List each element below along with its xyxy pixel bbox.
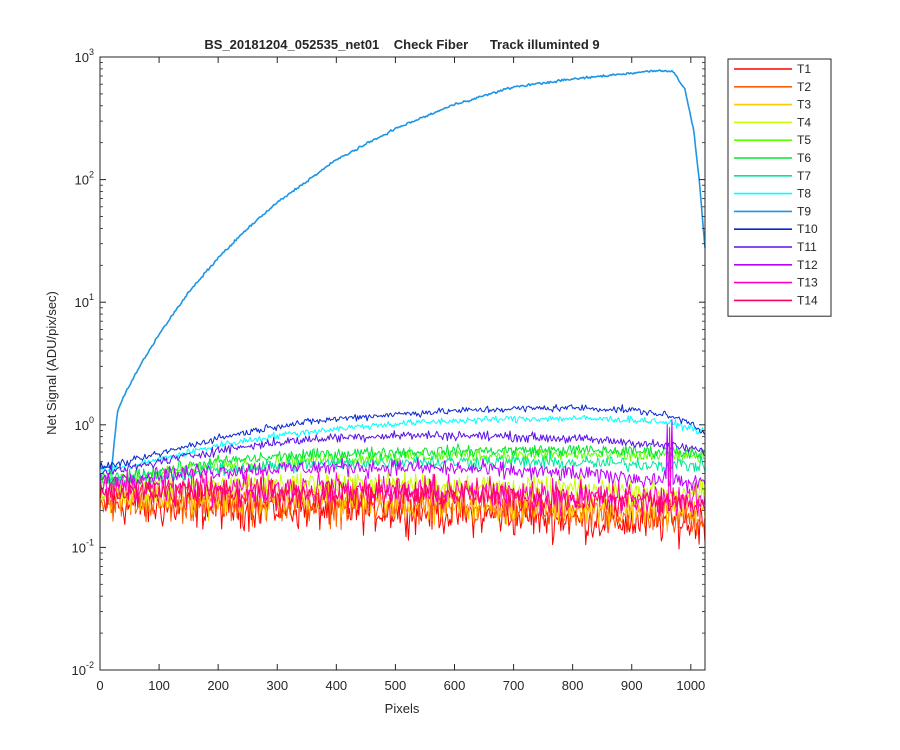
- y-tick-label: 100: [75, 415, 94, 433]
- y-tick-label: 102: [75, 170, 94, 188]
- series-line-t14: [99, 473, 706, 517]
- series-line-t3: [99, 475, 706, 533]
- plot-area: [100, 57, 705, 670]
- legend-label: T1: [797, 62, 811, 76]
- legend-label: T2: [797, 80, 811, 94]
- legend-box: [727, 58, 832, 317]
- x-axis-label: Pixels: [385, 701, 420, 716]
- series-line-t8: [99, 414, 706, 475]
- plot-frame: [99, 56, 706, 671]
- legend-label: T12: [797, 258, 818, 272]
- series-line-t10: [99, 404, 706, 470]
- legend: T1 T2 T3 T4 T5 T6 T7 T8 T9 T10 T11 T12 T13 T14: [727, 58, 832, 317]
- x-tick-label: 500: [385, 678, 407, 693]
- x-tick-label: 100: [148, 678, 170, 693]
- x-tick-label: 700: [503, 678, 525, 693]
- legend-label: T5: [797, 133, 811, 147]
- legend-label: T6: [797, 151, 811, 165]
- legend-label: T8: [797, 187, 811, 201]
- y-axis-label: Net Signal (ADU/pix/sec): [44, 291, 59, 435]
- legend-label: T14: [797, 293, 818, 307]
- legend-label: T9: [797, 204, 811, 218]
- x-tick-label: 400: [325, 678, 347, 693]
- series-line-t6: [99, 443, 706, 484]
- series-line-t7: [99, 453, 706, 487]
- series-line-t1: [99, 479, 706, 550]
- legend-label: T3: [797, 98, 811, 112]
- y-tick-label: 101: [75, 292, 94, 310]
- y-axis: 10-2 10-1 100 101 102 103: [72, 47, 705, 678]
- x-tick-label: 200: [207, 678, 229, 693]
- x-tick-label: 900: [621, 678, 643, 693]
- x-tick-label: 300: [266, 678, 288, 693]
- plot-lines: [99, 69, 706, 550]
- y-tick-label: 103: [75, 47, 94, 65]
- y-tick-label: 10-1: [72, 537, 94, 555]
- series-line-t9: [99, 69, 706, 470]
- legend-label: T4: [797, 115, 811, 129]
- x-tick-label: 800: [562, 678, 584, 693]
- chart-title: BS_20181204_052535_net01 Check Fiber Tra…: [204, 37, 599, 52]
- legend-label: T11: [797, 240, 817, 254]
- x-axis: 0 100 200 300 400 500 600 700 800 900 1000: [96, 57, 705, 693]
- x-tick-label: 1000: [676, 678, 705, 693]
- series-line-t11: [99, 430, 706, 480]
- legend-label: T7: [797, 169, 811, 183]
- x-tick-label: 600: [444, 678, 466, 693]
- series-line-t2: [99, 479, 706, 536]
- legend-label: T13: [797, 276, 818, 290]
- y-tick-label: 10-2: [72, 660, 94, 678]
- x-tick-label: 0: [96, 678, 103, 693]
- legend-label: T10: [797, 222, 818, 236]
